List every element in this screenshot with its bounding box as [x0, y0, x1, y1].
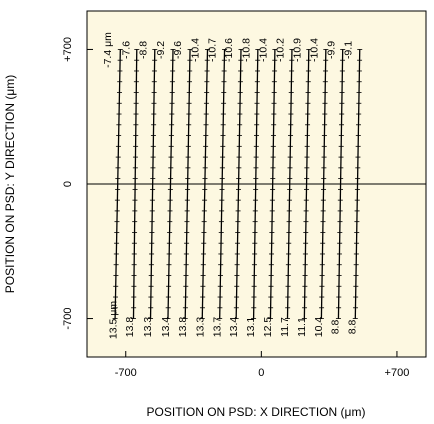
y-axis-title: POSITION ON PSD: Y DIRECTION (μm) [3, 75, 17, 294]
trace-top-label: -10.4 [189, 38, 201, 62]
trace-bottom-label: 8.8 [330, 320, 342, 335]
trace-top-label: -10.2 [274, 38, 286, 62]
trace-top-label: -7.4 μm [102, 32, 114, 68]
trace-top-label: -10.7 [207, 38, 219, 62]
trace-line [320, 49, 327, 319]
trace-top-label: -10.4 [308, 38, 320, 62]
trace-line [235, 49, 242, 319]
trace-line [201, 49, 209, 319]
trace-top-label: -9.1 [342, 41, 354, 59]
trace-lines [112, 49, 363, 319]
x-tick-label: 0 [258, 367, 264, 379]
trace-line [286, 49, 293, 319]
trace-line [149, 49, 156, 319]
trace-top-label: -10.4 [257, 38, 269, 62]
trace-bottom-label: 13.8 [177, 317, 189, 338]
trace-line [114, 49, 121, 319]
y-tick-label: 0 [62, 181, 74, 187]
trace-bottom-label: 13.3 [194, 317, 206, 338]
trace-line [132, 49, 138, 319]
trace-top-label: -9.9 [325, 41, 337, 59]
trace-line [184, 49, 191, 319]
trace-line [219, 49, 226, 319]
trace-bottom-label: 13.7 [212, 317, 224, 338]
trace-bottom-label: 10.4 [313, 317, 325, 338]
trace-bottom-label: 13.4 [160, 317, 172, 338]
trace-bottom-label: 13.3 [142, 317, 154, 338]
y-tick-label: -700 [62, 308, 74, 330]
trace-bottom-label: 11.7 [279, 317, 291, 337]
trace-line [337, 49, 344, 319]
trace-top-label: -10.9 [291, 38, 303, 62]
trace-labels: -7.4 μm 13.5 μm -7.6 13.8 -8.8 13.3 -9.2 13.4 -9… [102, 32, 359, 339]
trace-top-label: -10.6 [223, 38, 235, 62]
trace-bottom-label: 13.8 [124, 317, 136, 338]
trace-top-label: -10.8 [241, 38, 253, 62]
trace-bottom-label: 13.4 [228, 317, 240, 338]
trace-line [269, 49, 276, 319]
trace-line [303, 49, 310, 319]
trace-bottom-label: 13.1 [245, 317, 257, 338]
trace-top-label: -9.2 [155, 41, 167, 59]
trace-line [354, 49, 361, 319]
trace-top-label: -9.6 [172, 41, 184, 59]
x-tick-label: -700 [115, 367, 137, 379]
axis-ticks: -700 0 +700 -700 0 +700 [62, 37, 409, 379]
trace-line [252, 49, 259, 319]
trace-line [167, 49, 174, 319]
x-axis-title: POSITION ON PSD: X DIRECTION (μm) [147, 405, 366, 419]
y-tick-label: +700 [62, 37, 74, 62]
trace-top-label: -8.8 [138, 41, 150, 59]
x-tick-label: +700 [385, 367, 410, 379]
trace-bottom-label: 13.5 μm [107, 301, 119, 339]
trace-bottom-label: 11.1 [296, 317, 308, 337]
trace-top-label: -7.6 [120, 41, 132, 59]
trace-bottom-label: 8.8 [347, 320, 359, 335]
trace-bottom-label: 12.5 [262, 317, 274, 338]
